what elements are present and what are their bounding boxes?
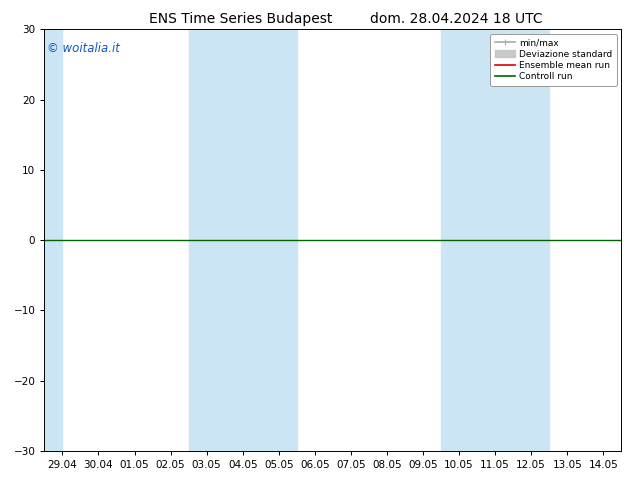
Text: © woitalia.it: © woitalia.it bbox=[48, 42, 120, 55]
Bar bbox=[44, 29, 62, 451]
Legend: min/max, Deviazione standard, Ensemble mean run, Controll run: min/max, Deviazione standard, Ensemble m… bbox=[490, 34, 617, 86]
Bar bbox=[189, 29, 297, 451]
Bar bbox=[441, 29, 549, 451]
Text: dom. 28.04.2024 18 UTC: dom. 28.04.2024 18 UTC bbox=[370, 12, 543, 26]
Text: ENS Time Series Budapest: ENS Time Series Budapest bbox=[149, 12, 333, 26]
